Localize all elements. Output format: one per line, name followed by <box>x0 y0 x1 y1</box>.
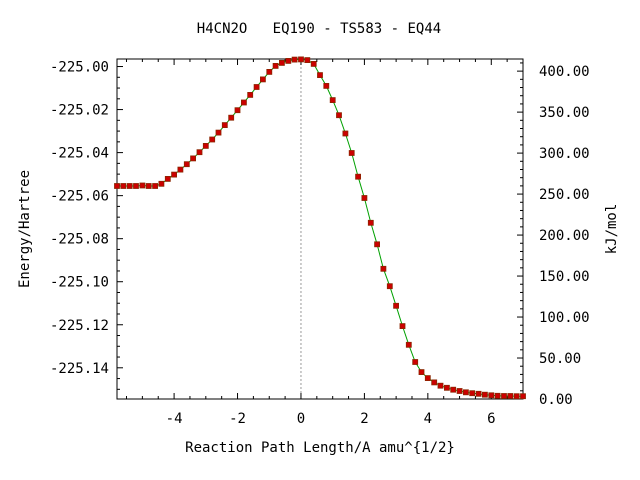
x-tick-label: 2 <box>360 411 368 427</box>
y2-tick-label: 100.00 <box>539 310 590 326</box>
data-point <box>323 83 330 89</box>
data-point <box>152 183 159 189</box>
y2-tick-label: 0.00 <box>539 392 573 408</box>
y-tick-label: -225.12 <box>50 318 109 334</box>
data-point <box>355 173 362 180</box>
energy-series-line <box>117 58 523 397</box>
y-tick-label: -225.08 <box>50 232 109 248</box>
data-point <box>469 390 476 397</box>
x-tick-label: 4 <box>424 411 432 427</box>
data-point <box>209 136 216 143</box>
data-point <box>298 56 304 63</box>
y-axis-label: Energy/Hartree <box>17 170 33 288</box>
data-point <box>145 183 152 189</box>
y-tick-label: -225.00 <box>50 60 109 76</box>
data-point <box>329 97 336 103</box>
y-tick-label: -225.02 <box>50 103 109 119</box>
data-point <box>253 84 260 90</box>
data-point <box>393 302 400 309</box>
data-point <box>291 56 298 63</box>
data-point <box>164 175 171 182</box>
data-point <box>405 341 412 348</box>
data-point <box>437 382 444 389</box>
data-point <box>228 114 235 121</box>
data-point <box>367 219 374 226</box>
x-tick-label: 6 <box>487 411 495 427</box>
data-point <box>158 180 165 187</box>
chart-title: H4CN2O EQ190 - TS583 - EQ44 <box>197 21 441 37</box>
y2-tick-label: 400.00 <box>539 64 590 80</box>
axis-tick-labels: -4 -2 0 2 4 6 -225.00 -225.02 -225.04 -225.06 -225… <box>50 60 590 427</box>
data-point <box>234 107 241 114</box>
data-point <box>361 195 368 201</box>
y2-tick-label: 250.00 <box>539 187 590 203</box>
x-tick-label: -4 <box>166 411 183 427</box>
y2-tick-label: 300.00 <box>539 146 590 162</box>
data-point <box>348 150 355 156</box>
data-point <box>272 63 279 69</box>
y2-tick-label: 150.00 <box>539 269 590 285</box>
data-point <box>507 393 514 399</box>
data-point <box>240 99 247 106</box>
data-point <box>304 57 311 63</box>
data-point <box>120 183 127 189</box>
data-point <box>501 393 507 399</box>
data-point <box>126 183 133 189</box>
data-point <box>342 130 349 137</box>
data-point <box>215 129 222 136</box>
data-point <box>196 149 203 156</box>
data-point <box>488 392 495 399</box>
data-point <box>114 183 120 189</box>
y-tick-label: -225.04 <box>50 146 109 162</box>
energy-series-points <box>114 56 526 400</box>
data-point <box>133 183 139 189</box>
y-tick-label: -225.14 <box>50 361 109 377</box>
data-point <box>221 122 228 128</box>
data-point <box>139 182 146 189</box>
data-point <box>475 390 482 397</box>
y2-tick-label: 50.00 <box>539 351 581 367</box>
data-point <box>386 283 393 290</box>
data-point <box>183 161 190 168</box>
y2-axis-label: kJ/mol <box>604 204 620 255</box>
x-axis-label: Reaction Path Length/A amu^{1/2} <box>185 440 455 456</box>
data-point <box>374 241 381 248</box>
data-point <box>202 142 209 149</box>
y-tick-label: -225.06 <box>50 189 109 205</box>
y-tick-label: -225.10 <box>50 275 109 291</box>
data-point <box>456 388 463 394</box>
data-point <box>317 72 323 78</box>
data-point <box>266 69 273 75</box>
y2-tick-label: 350.00 <box>539 105 590 121</box>
x-tick-label: 0 <box>297 411 305 427</box>
axis-ticks <box>117 59 524 400</box>
data-point <box>443 384 450 391</box>
data-point <box>190 155 197 162</box>
data-point <box>431 379 438 386</box>
data-point <box>310 61 317 67</box>
data-point <box>494 392 501 399</box>
y2-tick-label: 200.00 <box>539 228 590 244</box>
data-point <box>520 393 526 400</box>
data-point <box>171 171 178 178</box>
data-point <box>336 112 342 119</box>
data-point <box>247 92 254 98</box>
data-point <box>481 391 488 398</box>
data-point <box>380 265 387 272</box>
data-point <box>418 369 425 376</box>
data-point <box>177 166 184 173</box>
data-point <box>399 323 406 330</box>
data-point <box>450 386 457 393</box>
data-point <box>259 76 266 83</box>
data-point <box>285 58 292 64</box>
data-point <box>278 60 285 66</box>
x-tick-label: -2 <box>229 411 246 427</box>
data-point <box>412 359 419 365</box>
data-point <box>424 375 431 382</box>
data-point <box>462 389 469 396</box>
plot-frame <box>116 58 524 400</box>
data-point <box>513 393 520 400</box>
